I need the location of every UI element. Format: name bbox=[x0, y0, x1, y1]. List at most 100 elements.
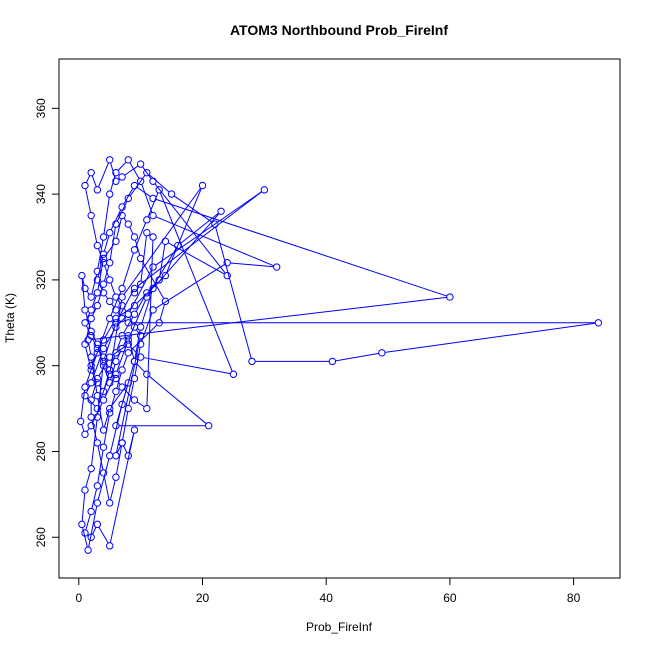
series-line-segment bbox=[91, 295, 97, 308]
data-point bbox=[99, 336, 108, 344]
data-point bbox=[124, 349, 132, 357]
data-point bbox=[87, 331, 95, 340]
data-point bbox=[93, 349, 102, 357]
series-line-segment bbox=[134, 239, 141, 256]
data-point bbox=[81, 430, 89, 439]
series-line-segment bbox=[109, 227, 116, 260]
series-line-segment bbox=[110, 209, 122, 231]
series-line-segment bbox=[85, 188, 92, 213]
data-point bbox=[87, 422, 95, 430]
series-line-segment bbox=[97, 398, 104, 427]
data-point bbox=[106, 379, 114, 387]
data-point bbox=[78, 520, 86, 529]
data-point bbox=[118, 344, 126, 353]
data-point bbox=[106, 542, 114, 550]
data-point bbox=[130, 301, 139, 310]
series-line-segment bbox=[103, 197, 110, 234]
data-point bbox=[99, 469, 108, 477]
data-point bbox=[223, 259, 231, 267]
series-line-segment bbox=[122, 355, 128, 368]
data-point bbox=[149, 263, 157, 271]
series-line-segment bbox=[136, 363, 145, 373]
series-line-segment bbox=[92, 372, 97, 381]
data-point bbox=[81, 486, 89, 494]
data-point bbox=[378, 349, 386, 357]
data-point bbox=[93, 186, 102, 194]
data-point bbox=[93, 482, 102, 490]
data-point bbox=[149, 194, 157, 203]
series-line-segment bbox=[98, 162, 109, 188]
data-point bbox=[161, 271, 170, 280]
data-point bbox=[130, 233, 139, 241]
series-line-segment bbox=[91, 488, 98, 509]
series-line-segment bbox=[128, 338, 135, 359]
data-point bbox=[112, 374, 120, 383]
data-point bbox=[124, 452, 132, 460]
data-point bbox=[93, 379, 102, 387]
series-line-segment bbox=[97, 261, 104, 290]
series-line-segment bbox=[128, 381, 135, 406]
data-point bbox=[174, 241, 182, 250]
data-point bbox=[99, 396, 108, 404]
data-point bbox=[112, 168, 120, 177]
data-point bbox=[136, 340, 145, 348]
series-line-segment bbox=[123, 307, 127, 312]
series-line-segment bbox=[116, 338, 141, 453]
series-line-segment bbox=[116, 338, 122, 350]
data-point bbox=[87, 464, 95, 473]
data-point bbox=[93, 276, 102, 284]
series-line-segment bbox=[82, 527, 88, 548]
data-point bbox=[143, 289, 151, 297]
data-point bbox=[81, 383, 89, 391]
data-point bbox=[81, 529, 89, 537]
series-line-segment bbox=[143, 357, 231, 375]
data-point bbox=[106, 366, 114, 374]
series-line-segment bbox=[136, 186, 151, 197]
series-line-segment bbox=[104, 295, 109, 300]
series-line-segment bbox=[122, 252, 134, 286]
series-line-segment bbox=[155, 264, 225, 309]
data-point bbox=[204, 422, 213, 430]
data-point bbox=[106, 409, 114, 417]
data-point bbox=[143, 216, 151, 224]
series-line-segment bbox=[123, 338, 128, 346]
data-point bbox=[106, 404, 114, 413]
series-line-segment bbox=[98, 526, 109, 544]
series-line-segment bbox=[159, 304, 165, 320]
series-line-segment bbox=[123, 389, 133, 399]
series-line-segment bbox=[80, 390, 86, 419]
data-point bbox=[124, 194, 132, 203]
series-line-segment bbox=[148, 375, 207, 425]
data-point bbox=[112, 357, 120, 366]
series-line-segment bbox=[116, 445, 122, 454]
series-line-segment bbox=[155, 216, 274, 267]
data-point bbox=[87, 168, 95, 177]
data-point bbox=[149, 211, 157, 220]
series-line-segment bbox=[91, 420, 98, 440]
data-point bbox=[93, 499, 102, 507]
data-point bbox=[130, 181, 139, 190]
data-point bbox=[143, 293, 151, 301]
data-point bbox=[446, 293, 454, 301]
data-point bbox=[93, 392, 102, 400]
data-point bbox=[87, 533, 95, 541]
series-line-segment bbox=[92, 334, 97, 342]
series-line-segment bbox=[129, 226, 134, 235]
data-point bbox=[118, 173, 126, 181]
data-point bbox=[124, 310, 132, 318]
series-line-segment bbox=[110, 282, 116, 295]
y-tick-label: 300 bbox=[34, 355, 48, 375]
series-line-segment bbox=[130, 324, 158, 351]
series-line-segment bbox=[81, 278, 86, 307]
data-point bbox=[149, 177, 157, 185]
data-point bbox=[130, 357, 139, 366]
data-point bbox=[118, 203, 126, 211]
data-point bbox=[87, 306, 95, 314]
data-point bbox=[84, 546, 92, 554]
data-point bbox=[93, 301, 102, 310]
data-point bbox=[99, 233, 108, 241]
series-line-segment bbox=[146, 240, 154, 406]
data-point bbox=[99, 357, 108, 366]
data-point bbox=[130, 374, 139, 383]
data-point bbox=[99, 254, 108, 263]
